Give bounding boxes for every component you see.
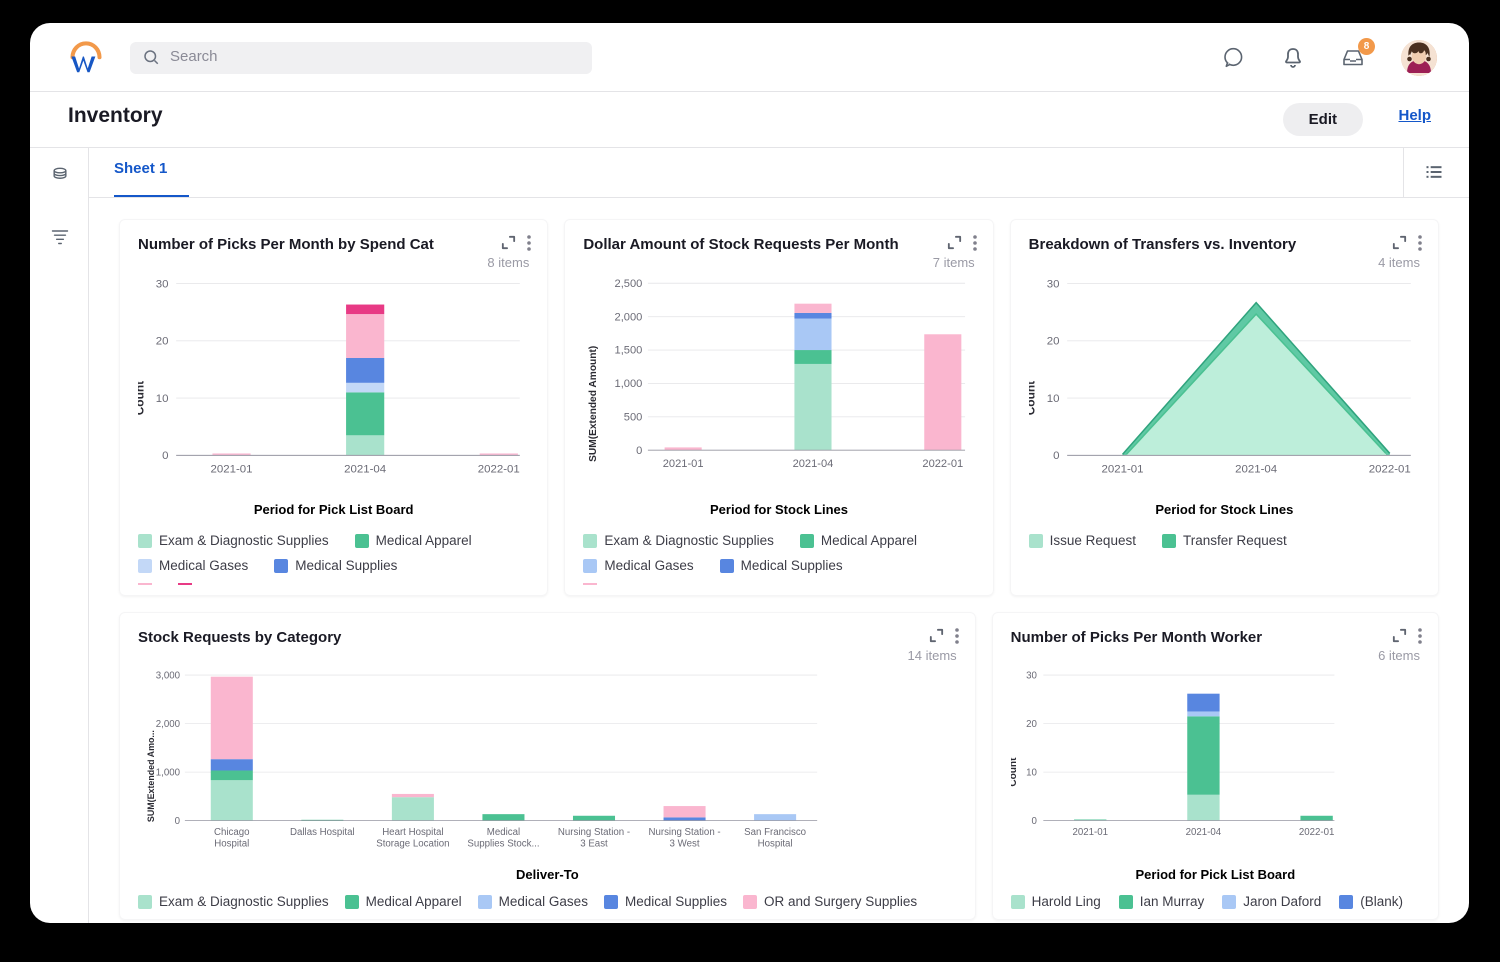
svg-text:Medical: Medical <box>487 827 520 838</box>
svg-text:2,000: 2,000 <box>615 311 643 323</box>
svg-text:20: 20 <box>1046 336 1059 348</box>
svg-text:Hospital: Hospital <box>214 838 249 849</box>
svg-text:Storage Location: Storage Location <box>376 838 449 849</box>
svg-text:1,000: 1,000 <box>615 378 643 390</box>
svg-text:Supplies Stock...: Supplies Stock... <box>467 838 539 849</box>
svg-text:2,000: 2,000 <box>156 719 181 730</box>
svg-text:500: 500 <box>624 412 643 424</box>
svg-text:San Francisco: San Francisco <box>744 827 806 838</box>
svg-text:2021-01: 2021-01 <box>663 458 704 470</box>
svg-text:3,000: 3,000 <box>156 670 181 681</box>
svg-text:2021-04: 2021-04 <box>1185 827 1221 838</box>
svg-text:2021-01: 2021-01 <box>1101 464 1143 476</box>
svg-text:2022-01: 2022-01 <box>923 458 964 470</box>
svg-text:30: 30 <box>156 278 169 290</box>
svg-text:20: 20 <box>156 336 169 348</box>
svg-text:20: 20 <box>1026 719 1037 730</box>
svg-text:30: 30 <box>1026 670 1037 681</box>
svg-text:3 East: 3 East <box>580 838 608 849</box>
svg-text:0: 0 <box>162 450 168 462</box>
svg-text:0: 0 <box>1053 450 1059 462</box>
svg-text:Hospital: Hospital <box>758 838 793 849</box>
svg-text:SUM(Extended Amount): SUM(Extended Amount) <box>588 346 599 462</box>
svg-text:Dallas Hospital: Dallas Hospital <box>290 827 355 838</box>
svg-text:Count: Count <box>138 381 147 415</box>
svg-text:2021-04: 2021-04 <box>344 464 387 476</box>
svg-text:2022-01: 2022-01 <box>478 464 520 476</box>
svg-text:2021-01: 2021-01 <box>1072 827 1108 838</box>
svg-text:1,500: 1,500 <box>615 345 643 357</box>
svg-text:0: 0 <box>636 445 642 457</box>
svg-text:1,000: 1,000 <box>156 767 181 778</box>
svg-text:Count: Count <box>1029 381 1038 415</box>
svg-text:Nursing Station -: Nursing Station - <box>648 827 720 838</box>
svg-text:2,500: 2,500 <box>615 278 643 290</box>
svg-text:2021-04: 2021-04 <box>793 458 834 470</box>
svg-text:Heart Hospital: Heart Hospital <box>382 827 443 838</box>
svg-text:2022-01: 2022-01 <box>1299 827 1335 838</box>
svg-text:10: 10 <box>156 393 169 405</box>
svg-text:10: 10 <box>1046 393 1059 405</box>
svg-text:0: 0 <box>175 816 181 827</box>
svg-text:Chicago: Chicago <box>214 827 250 838</box>
svg-text:2021-04: 2021-04 <box>1235 464 1278 476</box>
svg-text:30: 30 <box>1046 278 1059 290</box>
svg-text:10: 10 <box>1026 767 1037 778</box>
svg-text:2021-01: 2021-01 <box>211 464 253 476</box>
svg-text:0: 0 <box>1031 816 1037 827</box>
svg-text:3 West: 3 West <box>670 838 700 849</box>
svg-text:2022-01: 2022-01 <box>1368 464 1410 476</box>
svg-text:Nursing Station -: Nursing Station - <box>558 827 630 838</box>
svg-text:SUM(Extended Amo...: SUM(Extended Amo... <box>146 730 156 822</box>
svg-text:Count: Count <box>1011 757 1019 787</box>
